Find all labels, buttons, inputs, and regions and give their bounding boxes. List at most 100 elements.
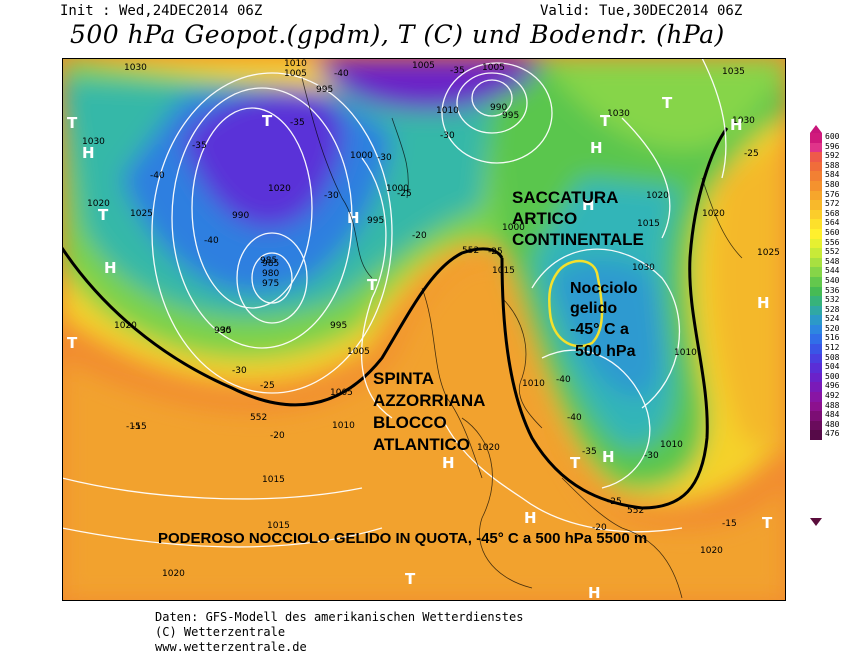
isobar-label: 1020 [700, 546, 723, 556]
low-center: T [98, 206, 109, 224]
legend-row: 496 [810, 381, 850, 393]
legend-row: 544 [810, 266, 850, 277]
temp-label: -15 [126, 422, 141, 432]
legend-swatch [810, 305, 822, 316]
legend-label: 484 [825, 410, 840, 420]
legend-label: 500 [825, 371, 840, 381]
isobar-label: 1005 [412, 61, 435, 71]
temp-label: -40 [334, 69, 349, 79]
legend-swatch [810, 392, 822, 402]
geopot-552-east [500, 127, 729, 510]
legend-row: 540 [810, 275, 850, 287]
footer-copyright: (C) Wetterzentrale [155, 625, 286, 639]
annotation-line: Nocciolo [570, 280, 638, 297]
legend-row: 516 [810, 333, 850, 345]
legend-row: 476 [810, 429, 850, 440]
footer-url[interactable]: www.wetterzentrale.de [155, 640, 307, 654]
annotation-saccatura: SACCATURA ARTICO CONTINENTALE [512, 188, 644, 249]
legend-label: 508 [825, 352, 840, 362]
legend-label: 524 [825, 314, 840, 324]
band-blue-east [552, 261, 662, 398]
temp-label: -25 [397, 189, 412, 199]
temp-label: -30 [644, 451, 659, 461]
temp-label: -35 [290, 118, 305, 128]
legend-swatch [810, 209, 822, 220]
isobar-label: 1015 [637, 219, 660, 229]
legend-row: 504 [810, 362, 850, 373]
high-center: H [524, 509, 537, 527]
legend-label: 476 [825, 429, 840, 439]
legend-swatch [810, 171, 822, 181]
legend-top-arrow [810, 125, 822, 133]
legend-row: 524 [810, 314, 850, 325]
geopot-552-west [62, 247, 504, 407]
high-center: H [104, 259, 117, 277]
high-center: H [82, 144, 95, 162]
isobar-label: 1005 [330, 388, 353, 398]
isobar-labels: 1030 1005 1010 995 985 1020 1005 1005 99… [82, 59, 780, 579]
legend-row: 512 [810, 343, 850, 354]
legend-row: 572 [810, 199, 850, 210]
annotation-line: SACCATURA [512, 188, 618, 207]
legend-label: 496 [825, 381, 840, 391]
legend-label: 556 [825, 237, 840, 247]
annotation-line: SPINTA [373, 369, 434, 388]
temp-label: -40 [150, 171, 165, 181]
legend-swatch [810, 324, 822, 335]
legend-label: 576 [825, 189, 840, 199]
isobar-label: 1030 [82, 137, 105, 147]
legend-label: 540 [825, 275, 840, 285]
footer-source: Daten: GFS-Modell des amerikanischen Wet… [155, 610, 524, 624]
legend-swatch [810, 267, 822, 277]
legend-bottom-arrow [810, 518, 822, 526]
legend-row: 560 [810, 228, 850, 239]
isobar-label: 985 [260, 256, 277, 266]
legend-row: 552 [810, 247, 850, 258]
legend-label: 516 [825, 333, 840, 343]
legend-label: 552 [825, 247, 840, 257]
isotherm-45 [548, 259, 604, 348]
legend-row: 488 [810, 401, 850, 412]
isobar-label: 1035 [722, 67, 745, 77]
legend-row: 536 [810, 285, 850, 297]
legend-swatch [810, 248, 822, 258]
geopot-label: 552 [462, 246, 479, 256]
low-center: T [367, 276, 378, 294]
temp-label: -15 [722, 519, 737, 529]
legend-row: 480 [810, 420, 850, 431]
isobar-label: 1020 [646, 191, 669, 201]
isobar-label: 995 [367, 216, 384, 226]
low-center: T [262, 112, 273, 130]
isobar-label: 1000 [350, 151, 373, 161]
legend-label: 564 [825, 218, 840, 228]
isobar-label: 1005 [284, 69, 307, 79]
isobar-label: 1020 [114, 321, 137, 331]
annotation-line: ATLANTICO [373, 435, 470, 454]
legend-label: 492 [825, 391, 840, 401]
isobar-label: 1010 [284, 59, 307, 69]
temp-label: -30 [377, 153, 392, 163]
legend-swatch [810, 363, 822, 373]
legend-swatch [810, 133, 822, 143]
high-center: H [730, 116, 743, 134]
temp-label: -35 [582, 447, 597, 457]
legend-row: 520 [810, 323, 850, 335]
legend-row: 580 [810, 180, 850, 191]
legend-swatch [810, 276, 822, 287]
legend-label: 528 [825, 304, 840, 314]
temp-label: -30 [232, 366, 247, 376]
weather-map: 1030 1005 1010 995 985 1020 1005 1005 99… [62, 58, 786, 601]
isobar-label: 980 [262, 269, 279, 279]
legend-row: 484 [810, 410, 850, 421]
annotation-line: ARTICO [512, 209, 577, 228]
legend-label: 536 [825, 285, 840, 295]
map-frame [62, 58, 786, 601]
legend-row: 596 [810, 142, 850, 153]
geopot-label: 552 [627, 506, 644, 516]
legend-label: 520 [825, 323, 840, 333]
legend-swatch [810, 161, 822, 172]
legend-label: 584 [825, 170, 840, 180]
annotation-bottom: PODEROSO NOCCIOLO GELIDO IN QUOTA, -45° … [158, 530, 647, 547]
legend-row: 592 [810, 151, 850, 162]
legend-row: 532 [810, 295, 850, 306]
